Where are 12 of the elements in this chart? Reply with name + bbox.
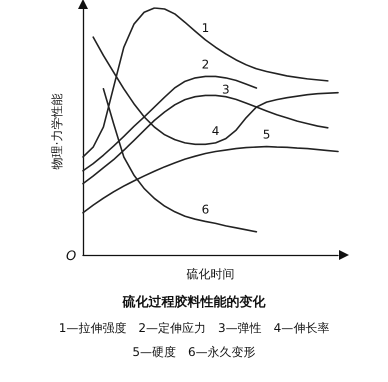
- text: O: [66, 249, 76, 264]
- series-label: 1: [202, 20, 210, 35]
- series-label: 4: [212, 124, 220, 138]
- series-label: 6: [202, 202, 210, 216]
- text: 硫化过程胶料性能的变化: [122, 294, 266, 310]
- series-label: 5: [262, 128, 270, 142]
- series-label: 3: [222, 82, 230, 97]
- text: 5—硬度 6—永久变形: [132, 345, 256, 359]
- series-label: 2: [202, 57, 210, 72]
- text: 1—拉伸强度 2—定伸应力 3—弹性 4—伸长率: [58, 321, 330, 335]
- x-axis-title: 硫化时间: [186, 266, 234, 281]
- y-axis-title: 物理·力学性能: [50, 94, 64, 170]
